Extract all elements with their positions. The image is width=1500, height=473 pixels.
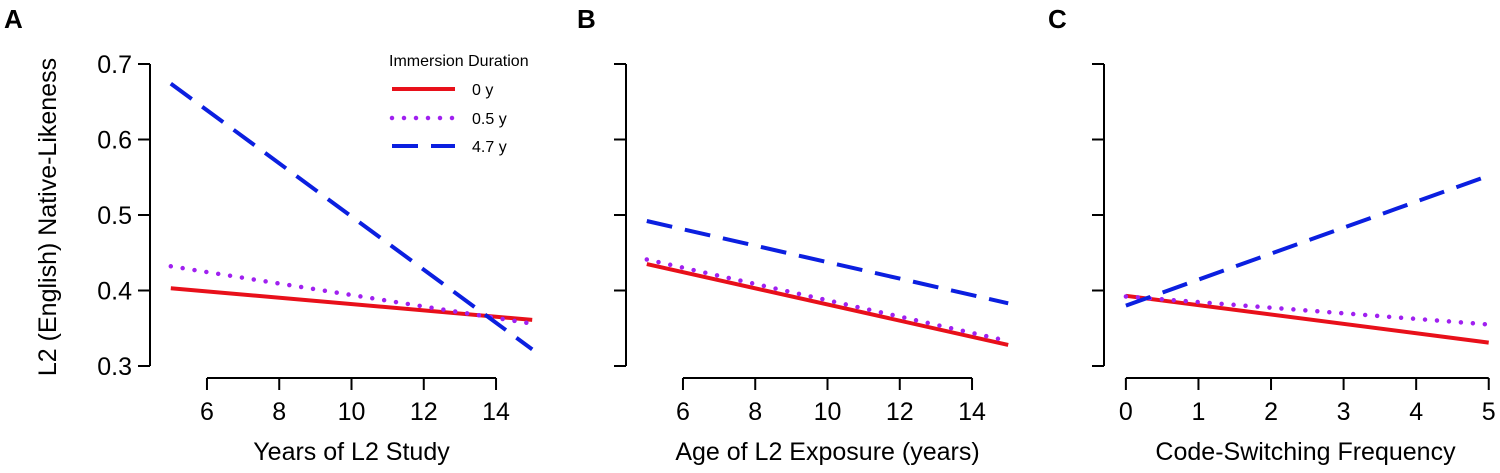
series-line-0.5y (1123, 294, 1491, 327)
x-axis-title: Code-Switching Frequency (1155, 438, 1456, 466)
x-tick-label: 10 (338, 398, 366, 426)
x-tick-label: 5 (1482, 398, 1496, 426)
series-line-0y (1125, 293, 1489, 345)
panel-b: B 6 8 10 12 14 Age of L2 Exposure (years) (577, 4, 1011, 466)
series-line-0.5y (168, 264, 535, 326)
legend-entry-0: 0 y (392, 82, 493, 99)
y-tick-label: 0.7 (97, 51, 132, 79)
x-tick-label: 2 (1264, 398, 1278, 426)
series-line-0y (170, 286, 533, 322)
x-tick-label: 6 (676, 398, 690, 426)
y-tick-label: 0.6 (97, 127, 132, 155)
x-axis-title: Age of L2 Exposure (years) (675, 438, 979, 466)
x-tick-label: 14 (958, 398, 986, 426)
legend-label-4.7y: 4.7 y (472, 139, 507, 156)
x-tick-label: 1 (1192, 398, 1206, 426)
y-tick-label: 0.5 (97, 202, 132, 230)
x-tick-label: 3 (1337, 398, 1351, 426)
legend-entry-1: 0.5 y (389, 111, 507, 128)
series-line-4.7y (1125, 173, 1490, 308)
y-axis-title: L2 (English) Native-Likeness (34, 58, 62, 376)
panel-letter: C (1048, 4, 1067, 34)
x-tick-label: 4 (1409, 398, 1423, 426)
legend-label-0.5y: 0.5 y (472, 111, 507, 128)
legend-entry-2: 4.7 y (392, 139, 507, 156)
x-tick-label: 6 (200, 398, 214, 426)
x-tick-label: 8 (748, 398, 762, 426)
y-tick-label: 0.4 (97, 278, 132, 306)
legend-title: Immersion Duration (389, 53, 529, 70)
x-tick-label: 12 (886, 398, 914, 426)
x-tick-label: 8 (272, 398, 286, 426)
series-line-4.7y (646, 219, 1009, 306)
y-tick-label: 0.3 (97, 353, 132, 381)
panel-c: C 0 1 2 3 4 5 Code-Switching Frequency (1048, 4, 1496, 466)
panel-letter: A (4, 4, 23, 34)
x-tick-label: 14 (482, 398, 510, 426)
series-line-4.7y (169, 81, 534, 352)
panel-letter: B (577, 4, 596, 34)
panel-a: A 0.3 0.4 0.5 0.6 0.7 6 8 10 12 14 Years of L2 Stud… (4, 4, 535, 466)
legend: Immersion Duration 0 y 0.5 y 4.7 y (389, 53, 529, 156)
series-line-0.5y (644, 257, 1011, 344)
series-line-0y (646, 262, 1009, 347)
x-tick-label: 0 (1119, 398, 1133, 426)
x-tick-label: 10 (814, 398, 842, 426)
x-tick-label: 12 (410, 398, 438, 426)
legend-label-0y: 0 y (472, 82, 493, 99)
x-axis-title: Years of L2 Study (253, 438, 450, 466)
